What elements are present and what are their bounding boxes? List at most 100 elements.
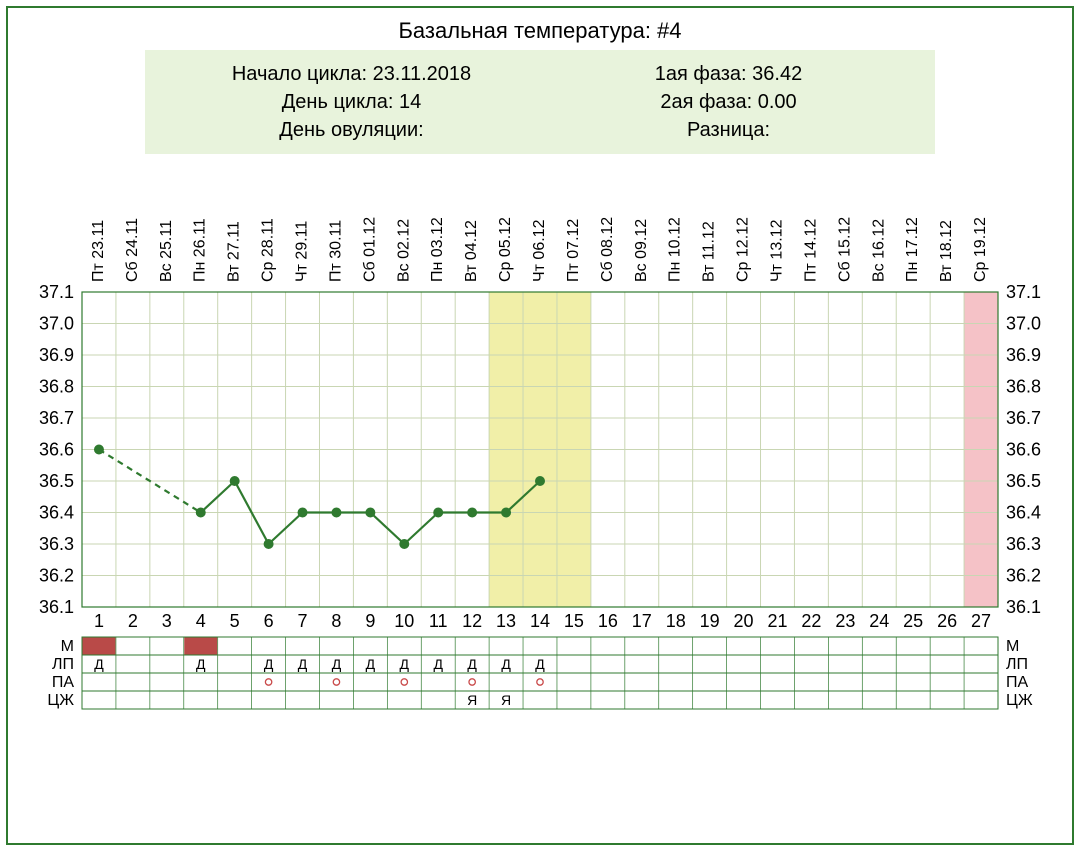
svg-text:36.4: 36.4 xyxy=(1006,503,1041,523)
svg-text:20: 20 xyxy=(734,611,754,631)
info-phase1: 1ая фаза: 36.42 xyxy=(540,60,917,88)
svg-text:Вс 09.12: Вс 09.12 xyxy=(633,219,650,282)
svg-text:5: 5 xyxy=(230,611,240,631)
svg-text:Пт 23.11: Пт 23.11 xyxy=(90,220,107,282)
info-diff: Разница: xyxy=(540,116,917,144)
svg-text:Пт 14.12: Пт 14.12 xyxy=(802,219,819,282)
svg-text:7: 7 xyxy=(298,611,308,631)
svg-text:37.0: 37.0 xyxy=(1006,314,1041,334)
svg-text:37.0: 37.0 xyxy=(39,314,74,334)
svg-text:36.2: 36.2 xyxy=(39,566,74,586)
svg-text:Вт 27.11: Вт 27.11 xyxy=(226,221,243,282)
svg-text:22: 22 xyxy=(801,611,821,631)
svg-text:Вт 04.12: Вт 04.12 xyxy=(463,220,480,282)
svg-text:36.4: 36.4 xyxy=(39,503,74,523)
chart-title: Базальная температура: #4 xyxy=(22,18,1058,44)
svg-text:36.6: 36.6 xyxy=(1006,440,1041,460)
svg-text:36.1: 36.1 xyxy=(39,597,74,617)
svg-text:Д: Д xyxy=(433,656,443,672)
svg-text:Ср 12.12: Ср 12.12 xyxy=(735,217,752,282)
svg-text:36.7: 36.7 xyxy=(39,408,74,428)
svg-text:ПА: ПА xyxy=(1006,674,1029,691)
svg-text:10: 10 xyxy=(394,611,414,631)
svg-text:М: М xyxy=(61,638,74,655)
info-cycle-day: День цикла: 14 xyxy=(163,88,540,116)
svg-text:9: 9 xyxy=(365,611,375,631)
chart-panel: Базальная температура: #4 Начало цикла: … xyxy=(6,6,1074,845)
svg-text:Д: Д xyxy=(264,656,274,672)
svg-text:Д: Д xyxy=(332,656,342,672)
svg-text:Пн 03.12: Пн 03.12 xyxy=(429,217,446,282)
svg-text:36.3: 36.3 xyxy=(1006,534,1041,554)
svg-text:36.9: 36.9 xyxy=(1006,345,1041,365)
svg-text:Д: Д xyxy=(196,656,206,672)
svg-text:36.8: 36.8 xyxy=(1006,377,1041,397)
svg-text:36.7: 36.7 xyxy=(1006,408,1041,428)
svg-text:Сб 01.12: Сб 01.12 xyxy=(361,217,378,282)
svg-text:Сб 08.12: Сб 08.12 xyxy=(599,217,616,282)
svg-text:Вс 25.11: Вс 25.11 xyxy=(158,220,175,282)
svg-text:36.3: 36.3 xyxy=(39,534,74,554)
svg-text:Чт 13.12: Чт 13.12 xyxy=(768,219,785,282)
svg-text:Ср 19.12: Ср 19.12 xyxy=(972,217,989,282)
bbt-chart: 37.1 37.1 37.0 37.0 36.9 36.9 36.8 36.8 36.7 36.7… xyxy=(22,172,1058,719)
svg-text:Чт 29.11: Чт 29.11 xyxy=(294,221,311,282)
svg-text:ЦЖ: ЦЖ xyxy=(47,692,74,709)
svg-text:27: 27 xyxy=(971,611,991,631)
svg-text:37.1: 37.1 xyxy=(39,282,74,302)
svg-text:Д: Д xyxy=(298,656,308,672)
info-box: Начало цикла: 23.11.2018 День цикла: 14 … xyxy=(145,50,935,154)
svg-text:ЦЖ: ЦЖ xyxy=(1006,692,1033,709)
svg-text:36.8: 36.8 xyxy=(39,377,74,397)
svg-text:Вс 02.12: Вс 02.12 xyxy=(395,219,412,282)
svg-text:16: 16 xyxy=(598,611,618,631)
svg-text:24: 24 xyxy=(869,611,889,631)
svg-text:19: 19 xyxy=(700,611,720,631)
svg-text:36.2: 36.2 xyxy=(1006,566,1041,586)
svg-text:14: 14 xyxy=(530,611,550,631)
info-cycle-start: Начало цикла: 23.11.2018 xyxy=(163,60,540,88)
svg-text:Пт 30.11: Пт 30.11 xyxy=(327,220,344,282)
svg-text:Пн 10.12: Пн 10.12 xyxy=(667,217,684,282)
svg-text:Пн 26.11: Пн 26.11 xyxy=(192,218,209,282)
svg-text:Ср 28.11: Ср 28.11 xyxy=(260,218,277,282)
svg-text:36.5: 36.5 xyxy=(1006,471,1041,491)
svg-text:36.6: 36.6 xyxy=(39,440,74,460)
svg-text:3: 3 xyxy=(162,611,172,631)
svg-text:2: 2 xyxy=(128,611,138,631)
svg-text:Д: Д xyxy=(467,656,477,672)
svg-text:Сб 24.11: Сб 24.11 xyxy=(124,218,141,282)
svg-text:ПА: ПА xyxy=(52,674,75,691)
svg-text:13: 13 xyxy=(496,611,516,631)
svg-text:Ср 05.12: Ср 05.12 xyxy=(497,217,514,282)
svg-text:Д: Д xyxy=(501,656,511,672)
svg-text:17: 17 xyxy=(632,611,652,631)
svg-text:25: 25 xyxy=(903,611,923,631)
svg-text:ЛП: ЛП xyxy=(52,656,74,673)
svg-text:Д: Д xyxy=(535,656,545,672)
svg-text:Д: Д xyxy=(94,656,104,672)
svg-text:Я: Я xyxy=(467,692,477,708)
svg-text:36.1: 36.1 xyxy=(1006,597,1041,617)
svg-text:Д: Д xyxy=(366,656,376,672)
svg-text:11: 11 xyxy=(429,611,448,631)
svg-text:36.9: 36.9 xyxy=(39,345,74,365)
svg-text:1: 1 xyxy=(94,611,104,631)
svg-text:6: 6 xyxy=(264,611,274,631)
svg-text:Пт 07.12: Пт 07.12 xyxy=(565,219,582,282)
svg-text:36.5: 36.5 xyxy=(39,471,74,491)
svg-text:4: 4 xyxy=(196,611,206,631)
svg-text:18: 18 xyxy=(666,611,686,631)
svg-text:Д: Д xyxy=(400,656,410,672)
svg-text:Вт 18.12: Вт 18.12 xyxy=(938,220,955,282)
svg-text:15: 15 xyxy=(564,611,584,631)
svg-text:Вс 16.12: Вс 16.12 xyxy=(870,219,887,282)
svg-text:ЛП: ЛП xyxy=(1006,656,1028,673)
svg-text:21: 21 xyxy=(767,611,787,631)
svg-text:М: М xyxy=(1006,638,1019,655)
svg-text:Вт 11.12: Вт 11.12 xyxy=(701,221,718,282)
svg-text:37.1: 37.1 xyxy=(1006,282,1041,302)
svg-text:8: 8 xyxy=(331,611,341,631)
svg-text:12: 12 xyxy=(462,611,482,631)
info-phase2: 2ая фаза: 0.00 xyxy=(540,88,917,116)
